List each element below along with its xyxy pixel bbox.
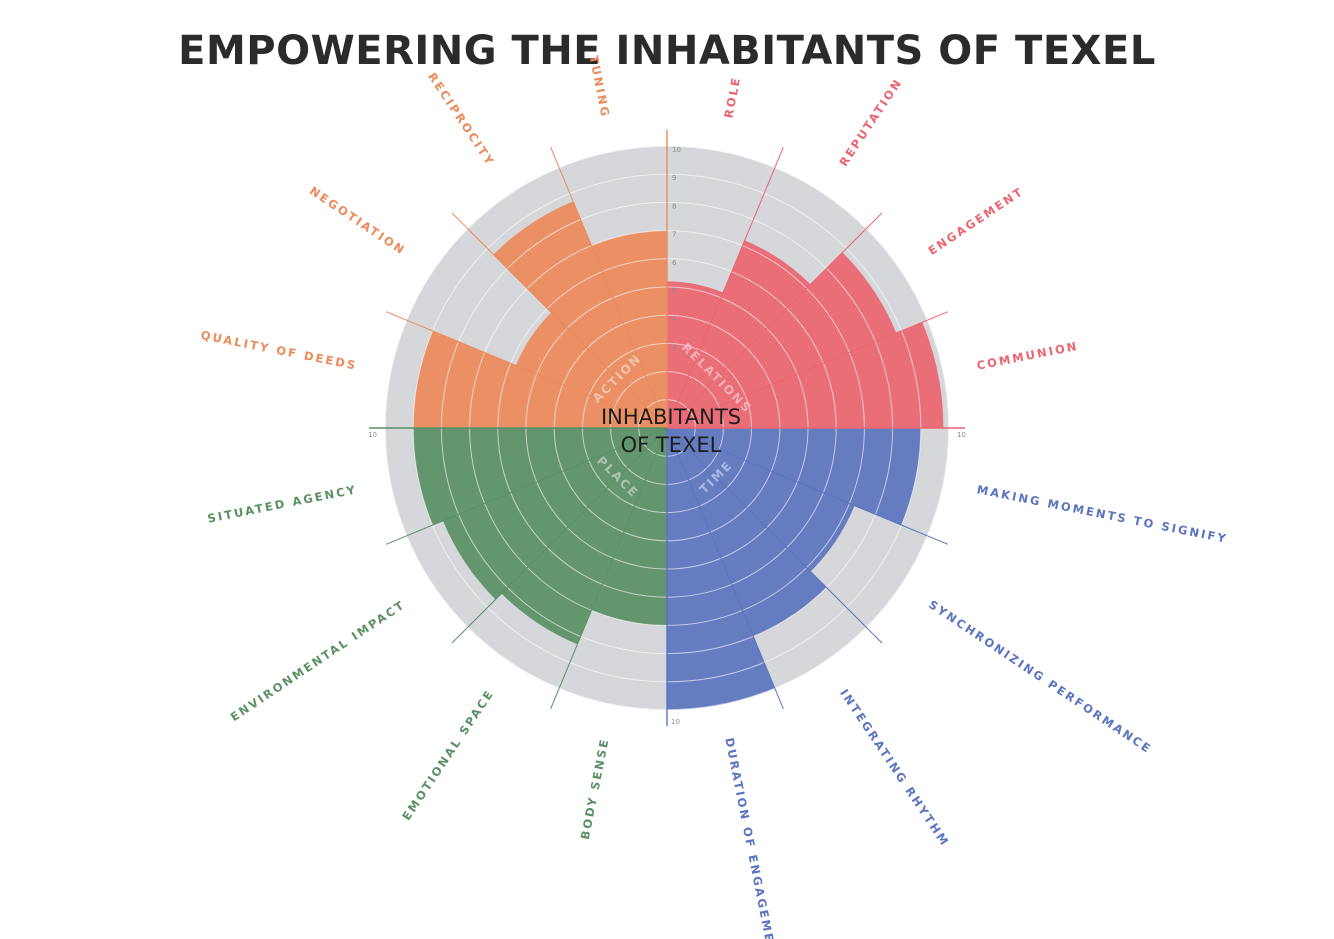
spoke-synchronizing-performance (666, 427, 949, 545)
wedge-synchronizing-performance (667, 428, 855, 572)
tick-label-8: 8 (672, 202, 676, 210)
center-label: INHABITANTS OF TEXEL (601, 405, 741, 457)
spoke-communion (666, 311, 949, 429)
category-spokes (369, 130, 965, 726)
label-situated-agency: SITUATED AGENCY (206, 482, 358, 525)
spoke-situated-agency (385, 427, 668, 545)
label-emotional-space: EMOTIONAL SPACE (399, 687, 497, 823)
tick-label-5: 5 (672, 287, 676, 295)
axis-end-label-west: 10 (368, 431, 377, 439)
spoke-emotional-space (550, 427, 668, 710)
label-negotiation: NEGOTIATION (307, 184, 408, 258)
tick-label-6: 6 (672, 259, 677, 267)
label-synchronizing-performance: SYNCHRONIZING PERFORMANCE (926, 597, 1154, 756)
scale-ticks: 10 9 8 7 6 5 4 3 10 10 10 (368, 146, 966, 726)
tick-label-3: 3 (672, 343, 676, 351)
spoke-engagement (666, 212, 883, 429)
label-engagement: ENGAGEMENT (926, 184, 1027, 258)
spoke-integrating-rhythm (666, 427, 883, 644)
spoke-reciprocity (451, 212, 668, 429)
spoke-reputation (666, 146, 784, 429)
axis-end-label-east: 10 (957, 431, 966, 439)
center-label-line-2: OF TEXEL (621, 433, 722, 457)
wedge-duration-of-engagement (667, 428, 775, 710)
label-integrating-rhythm: INTEGRATING RHYTHM (837, 687, 952, 850)
label-quality-of-deeds: QUALITY OF DEEDS (199, 328, 358, 373)
spoke-duration-of-engagement (666, 427, 784, 710)
label-duration-of-engagement: DURATION OF ENGAGEMENT (722, 736, 781, 939)
tick-label-10: 10 (672, 146, 681, 154)
label-role: ROLE (721, 75, 743, 120)
spoke-tuning (550, 146, 668, 429)
wedge-emotional-space (501, 428, 667, 645)
label-reciprocity: RECIPROCITY (425, 70, 498, 169)
wedge-making-moments-to-signify (667, 428, 921, 526)
label-environmental-impact: ENVIRONMENTAL IMPACT (228, 597, 408, 724)
wedge-reciprocity (493, 201, 667, 428)
spoke-negotiation (385, 311, 668, 429)
wedge-situated-agency (413, 428, 667, 526)
wedge-body-sense (591, 428, 667, 626)
axis-end-label-south: 10 (671, 718, 680, 726)
tick-label-4: 4 (672, 315, 677, 323)
wedge-quality-of-deeds (413, 330, 667, 428)
wedge-tuning (591, 230, 667, 428)
wedge-engagement (667, 252, 897, 428)
center-label-line-1: INHABITANTS (601, 405, 741, 429)
label-tuning: TUNING (587, 54, 613, 119)
label-making-moments-to-signify: MAKING MOMENTS TO SIGNIFY (976, 482, 1229, 546)
wedge-reputation (667, 240, 811, 428)
label-communion: COMMUNION (975, 339, 1079, 373)
tick-label-9: 9 (672, 174, 676, 182)
wedge-role (667, 281, 724, 428)
wedge-negotiation (515, 312, 667, 428)
label-reputation: REPUTATION (836, 75, 905, 168)
spoke-environmental-impact (451, 427, 668, 644)
wedges (413, 201, 944, 710)
wedge-communion (667, 322, 944, 428)
chart-title: EMPOWERING THE INHABITANTS OF TEXEL (178, 28, 1156, 74)
tick-label-7: 7 (672, 231, 676, 239)
wedge-integrating-rhythm (667, 428, 827, 637)
label-body-sense: BODY SENSE (578, 736, 612, 840)
